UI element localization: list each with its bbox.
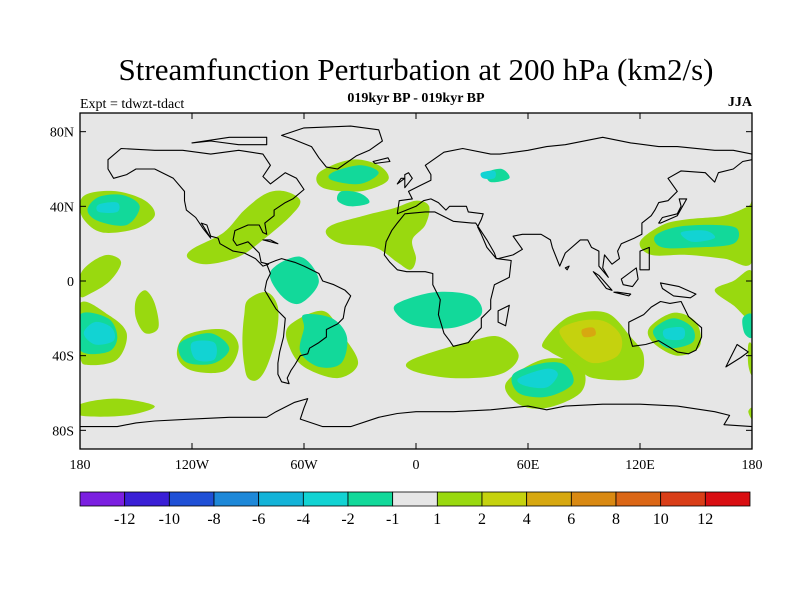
contour-region-0-11 — [80, 398, 155, 417]
colorbar-swatch-10 — [526, 491, 572, 507]
xtick-label-3: 0 — [413, 458, 420, 473]
contour-region-4-0 — [581, 327, 596, 338]
xtick-label-2: 60W — [290, 458, 318, 473]
contour-region-0-6 — [134, 290, 159, 334]
contour-region-0-9 — [405, 335, 519, 379]
colorbar: -12 -10 -8 -6 -4 -2 -1 1 2 4 6 8 10 12 — [79, 491, 751, 528]
contour-region-2-4 — [517, 368, 558, 389]
ytick-label-2: 0 — [67, 275, 74, 290]
colorbar-label-11: 8 — [612, 511, 620, 528]
colorbar-swatch-8 — [436, 491, 483, 507]
colorbar-swatch-0 — [79, 491, 126, 507]
colorbar-label-7: 1 — [433, 511, 441, 528]
contour-region-1-4 — [299, 313, 348, 368]
experiment-label: Expt = tdwzt-tdact — [80, 97, 184, 112]
colorbar-swatch-12 — [615, 491, 662, 507]
contour-region-2-2 — [96, 202, 120, 213]
colorbar-swatch-9 — [481, 491, 528, 507]
contour-region-2-5 — [662, 327, 686, 341]
colorbar-label-9: 4 — [523, 511, 531, 528]
colorbar-swatch-1 — [124, 491, 170, 507]
colorbar-swatch-7 — [392, 491, 438, 507]
contour-region-0-18 — [748, 407, 752, 420]
colorbar-swatch-6 — [347, 491, 394, 507]
colorbar-label-3: -6 — [252, 511, 265, 528]
period-label: 019kyr BP - 019kyr BP — [347, 91, 485, 106]
contour-region-0-16 — [714, 270, 752, 320]
contour-region-0-1 — [80, 254, 122, 298]
contour-region-2-0 — [83, 321, 116, 345]
colorbar-label-8: 2 — [478, 511, 486, 528]
contour-region-1-6 — [328, 165, 379, 185]
colorbar-label-5: -2 — [341, 511, 354, 528]
colorbar-swatch-4 — [258, 491, 304, 507]
colorbar-label-4: -4 — [297, 511, 310, 528]
contour-region-1-8 — [393, 291, 483, 329]
chart-title: Streamfunction Perturbation at 200 hPa (… — [119, 52, 714, 87]
contour-region-0-4 — [325, 200, 430, 270]
map-background — [80, 113, 752, 449]
xtick-label-4: 60E — [517, 458, 540, 473]
colorbar-label-6: -1 — [386, 511, 399, 528]
coastlines — [80, 125, 752, 449]
contour-region-1-12 — [742, 313, 752, 339]
coastline-australia — [628, 300, 703, 355]
ytick-label-3: 40S — [52, 350, 74, 365]
contour-layer — [80, 159, 752, 420]
coastline-islands — [191, 136, 749, 368]
colorbar-swatch-2 — [168, 491, 215, 507]
colorbar-label-0: -12 — [114, 511, 135, 528]
colorbar-label-10: 6 — [567, 511, 575, 528]
contour-region-2-3 — [480, 170, 496, 180]
colorbar-swatch-5 — [302, 491, 349, 507]
coastline-south-america — [264, 258, 352, 385]
colorbar-swatch-14 — [704, 491, 751, 507]
coastline-eurasia-africa — [383, 136, 752, 347]
xtick-label-1: 120W — [175, 458, 210, 473]
colorbar-swatch-3 — [213, 491, 260, 507]
colorbar-swatch-11 — [570, 491, 617, 507]
colorbar-label-13: 12 — [697, 511, 713, 528]
axis-ticks: 180 120W 60W 0 60E 120E 180 80N 40N 0 40S 80S — [50, 113, 763, 473]
contour-region-1-5 — [336, 190, 370, 207]
coastline-north-america — [107, 147, 305, 267]
season-label: JJA — [728, 95, 753, 110]
contour-region-0-5 — [242, 292, 279, 381]
map-plot-area: 180 120W 60W 0 60E 120E 180 80N 40N 0 40S 80S — [50, 112, 763, 473]
colorbar-swatch-13 — [660, 491, 706, 507]
colorbar-label-12: 10 — [653, 511, 669, 528]
coastline-greenland — [281, 125, 383, 170]
xtick-label-5: 120E — [625, 458, 655, 473]
contour-region-0-17 — [747, 342, 752, 375]
ytick-label-1: 40N — [50, 200, 74, 215]
contour-region-2-1 — [190, 340, 217, 362]
colorbar-label-2: -8 — [207, 511, 220, 528]
colorbar-label-1: -10 — [159, 511, 180, 528]
contour-region-3-0 — [559, 319, 623, 364]
ytick-label-4: 80S — [52, 424, 74, 439]
contour-region-2-6 — [680, 230, 716, 242]
xtick-label-0: 180 — [70, 458, 91, 473]
contour-region-1-3 — [269, 256, 319, 305]
coastline-antarctica — [80, 398, 752, 449]
xtick-label-6: 180 — [742, 458, 763, 473]
ytick-label-0: 80N — [50, 126, 74, 141]
